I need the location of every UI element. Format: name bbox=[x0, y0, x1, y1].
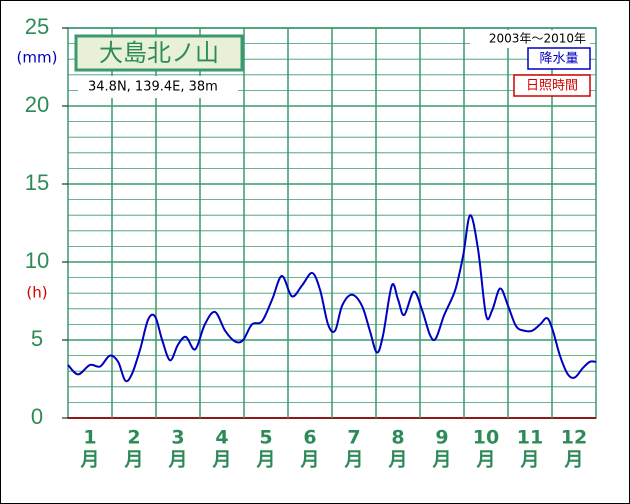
x-tick-suffix: 月 bbox=[79, 449, 99, 471]
x-tick-label: 12 bbox=[561, 427, 587, 449]
x-tick-label: 10 bbox=[473, 427, 499, 449]
x-tick-label: 3 bbox=[171, 427, 184, 449]
legend-label: 降水量 bbox=[539, 52, 578, 67]
x-tick-label: 4 bbox=[215, 427, 228, 449]
period-box bbox=[470, 30, 590, 48]
x-tick-suffix: 月 bbox=[563, 449, 583, 471]
y-tick-label: 15 bbox=[25, 170, 49, 195]
x-tick-label: 9 bbox=[435, 427, 448, 449]
subtitle: 34.8N, 139.4E, 38m bbox=[88, 80, 218, 95]
x-tick-label: 1 bbox=[83, 427, 96, 449]
x-tick-label: 8 bbox=[391, 427, 404, 449]
x-tick-label: 6 bbox=[303, 427, 316, 449]
series-line bbox=[67, 214, 597, 383]
x-tick-suffix: 月 bbox=[343, 449, 363, 471]
subtitle-box bbox=[78, 76, 238, 98]
y-tick-label: 20 bbox=[25, 92, 49, 117]
x-tick-suffix: 月 bbox=[519, 449, 539, 471]
x-tick-suffix: 月 bbox=[255, 449, 275, 471]
y-unit: (mm) bbox=[17, 49, 58, 67]
y-tick-label: 0 bbox=[31, 404, 43, 429]
x-tick-suffix: 月 bbox=[299, 449, 319, 471]
legend-box bbox=[527, 47, 591, 70]
legend-label: 日照時間 bbox=[526, 79, 578, 94]
period: 2003年～2010年 bbox=[489, 32, 586, 46]
x-tick-suffix: 月 bbox=[431, 449, 451, 471]
x-tick-label: 11 bbox=[517, 427, 543, 449]
x-tick-suffix: 月 bbox=[387, 449, 407, 471]
x-tick-suffix: 月 bbox=[475, 449, 495, 471]
x-tick-label: 2 bbox=[127, 427, 140, 449]
title-box bbox=[74, 34, 244, 72]
x-tick-suffix: 月 bbox=[123, 449, 143, 471]
x-tick-suffix: 月 bbox=[167, 449, 187, 471]
x-tick-label: 7 bbox=[347, 427, 360, 449]
x-tick-label: 5 bbox=[259, 427, 272, 449]
y2-unit: (h) bbox=[26, 284, 47, 302]
y-tick-label: 25 bbox=[25, 14, 49, 39]
y-tick-label: 5 bbox=[31, 326, 43, 351]
y-tick-label: 10 bbox=[25, 248, 49, 273]
chart-title: 大島北ノ山 bbox=[99, 39, 219, 67]
legend-box bbox=[513, 74, 591, 97]
x-tick-suffix: 月 bbox=[211, 449, 231, 471]
